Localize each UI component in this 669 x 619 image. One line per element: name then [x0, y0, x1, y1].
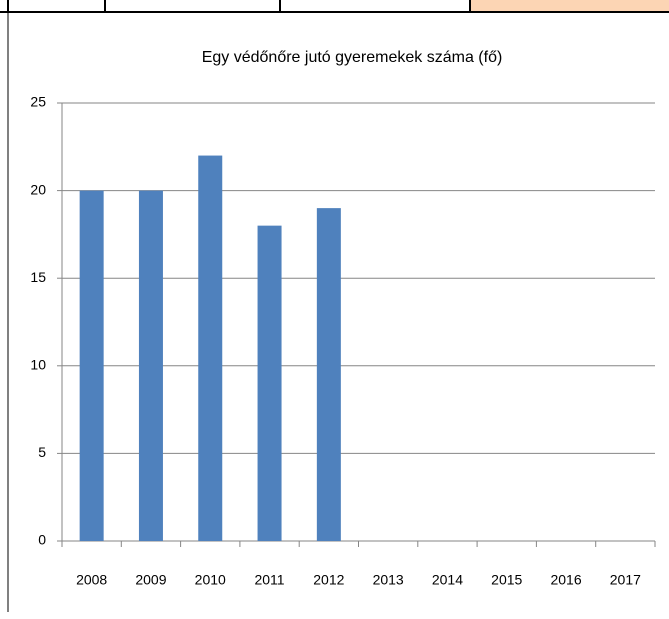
x-tick-label: 2017	[610, 572, 641, 588]
y-tick-label: 15	[30, 269, 46, 285]
x-tick-label: 2013	[373, 572, 404, 588]
bar	[138, 190, 163, 541]
x-tick-label: 2010	[195, 572, 226, 588]
x-tick-label: 2015	[491, 572, 522, 588]
chart-title: Egy védőnőre jutó gyeremekek száma (fő)	[202, 49, 503, 66]
bar	[316, 208, 341, 541]
x-tick-label: 2016	[550, 572, 581, 588]
x-tick-label: 2014	[432, 572, 463, 588]
bar	[79, 190, 104, 541]
y-tick-label: 0	[38, 532, 46, 548]
highlighted-cell	[470, 0, 669, 12]
y-tick-label: 20	[30, 181, 46, 197]
bar	[198, 155, 223, 541]
x-tick-label: 2009	[135, 572, 166, 588]
x-tick-label: 2011	[254, 572, 284, 588]
bar	[257, 225, 282, 541]
x-tick-label: 2008	[76, 572, 107, 588]
y-tick-label: 5	[38, 444, 46, 460]
x-tick-label: 2012	[313, 572, 344, 588]
y-tick-label: 10	[30, 357, 46, 373]
y-tick-label: 25	[30, 94, 46, 110]
